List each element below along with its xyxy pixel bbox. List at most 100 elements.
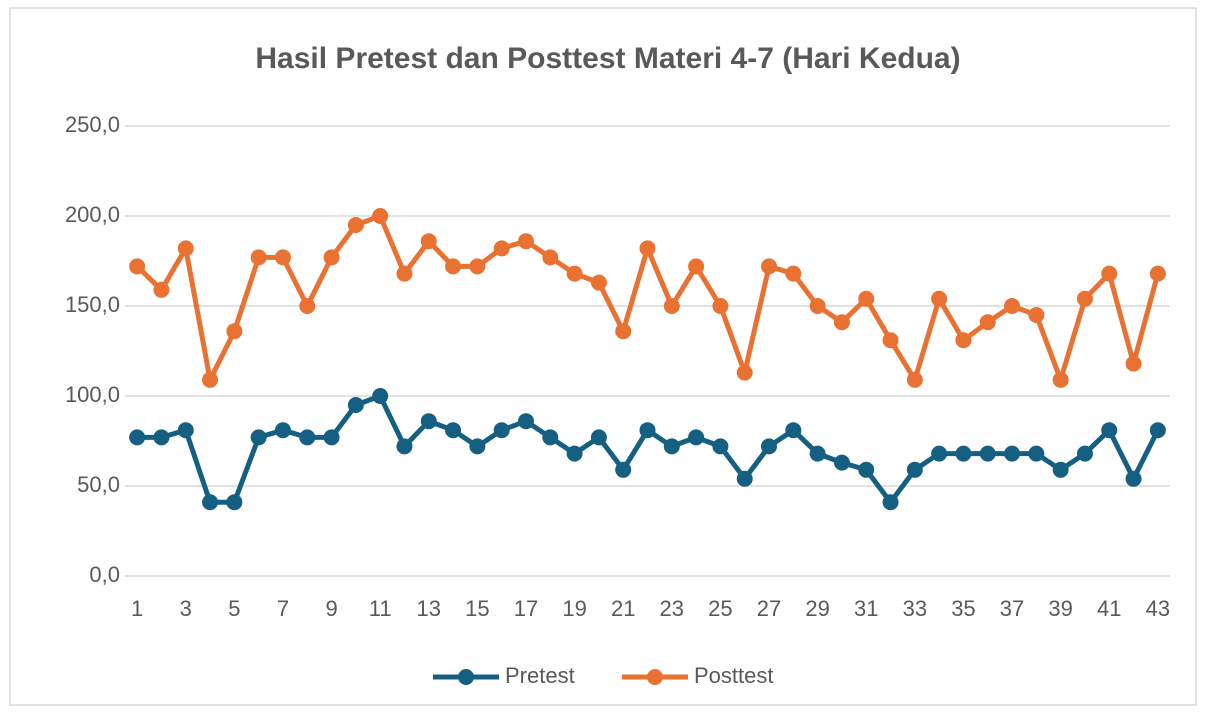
point	[1052, 371, 1069, 388]
x-tick-label: 23	[660, 596, 684, 621]
point	[858, 290, 875, 307]
x-tick-label: 13	[417, 596, 441, 621]
point	[615, 323, 632, 340]
point	[299, 298, 316, 314]
point	[1125, 470, 1142, 487]
point	[1052, 461, 1069, 478]
point	[931, 445, 948, 462]
point	[833, 454, 850, 471]
y-tick-label: 250,0	[65, 112, 120, 137]
x-tick-label: 25	[708, 596, 732, 621]
point	[129, 429, 146, 446]
point	[542, 429, 559, 446]
point	[274, 249, 291, 266]
point	[517, 233, 534, 250]
x-tick-label: 37	[1000, 596, 1024, 621]
point	[712, 438, 729, 455]
point	[761, 258, 778, 275]
x-tick-label: 3	[180, 596, 192, 621]
legend-label: Posttest	[694, 663, 773, 688]
point	[785, 422, 802, 439]
point	[226, 494, 243, 511]
x-tick-label: 41	[1097, 596, 1121, 621]
point	[347, 397, 364, 413]
y-tick-label: 100,0	[65, 382, 120, 407]
point	[566, 445, 583, 462]
point	[833, 314, 850, 331]
point	[590, 429, 607, 446]
point	[372, 208, 389, 224]
y-tick-label: 150,0	[65, 292, 120, 317]
point	[153, 281, 170, 298]
point	[347, 217, 364, 233]
point	[420, 233, 437, 250]
point	[129, 258, 146, 275]
point	[1149, 265, 1166, 282]
legend-marker	[458, 669, 474, 685]
x-tick-label: 17	[514, 596, 538, 621]
point	[590, 274, 607, 291]
point	[906, 461, 923, 478]
point	[955, 445, 972, 462]
point	[712, 298, 729, 314]
point	[396, 265, 413, 282]
point	[1101, 265, 1118, 282]
point	[809, 445, 826, 462]
point	[250, 249, 267, 266]
point	[469, 438, 486, 455]
x-tick-label: 11	[369, 596, 392, 621]
point	[809, 298, 826, 314]
x-tick-label: 5	[228, 596, 240, 621]
point	[566, 265, 583, 282]
point	[1028, 307, 1045, 323]
x-tick-label: 21	[611, 596, 635, 621]
point	[396, 438, 413, 455]
x-tick-label: 7	[277, 596, 289, 621]
point	[639, 240, 656, 257]
point	[323, 429, 340, 446]
x-tick-label: 43	[1146, 596, 1170, 621]
point	[493, 240, 510, 257]
point	[542, 249, 559, 266]
point	[177, 240, 194, 257]
point	[639, 422, 656, 439]
point	[274, 422, 291, 439]
point	[469, 258, 486, 275]
point	[177, 422, 194, 439]
point	[250, 429, 267, 446]
legend-label: Pretest	[505, 663, 575, 688]
point	[736, 364, 753, 381]
point	[688, 429, 705, 446]
point	[445, 422, 462, 439]
x-tick-label: 1	[131, 596, 143, 621]
point	[785, 265, 802, 282]
point	[663, 298, 680, 314]
point	[882, 332, 899, 349]
point	[979, 314, 996, 331]
point	[202, 371, 219, 388]
point	[202, 494, 219, 511]
point	[688, 258, 705, 275]
point	[736, 470, 753, 487]
point	[226, 323, 243, 340]
point	[858, 461, 875, 478]
x-tick-label: 33	[903, 596, 927, 621]
point	[1076, 290, 1093, 307]
x-tick-label: 29	[805, 596, 829, 621]
point	[1004, 298, 1021, 314]
y-tick-label: 50,0	[77, 472, 120, 497]
point	[1028, 445, 1045, 462]
point	[1149, 422, 1166, 439]
x-tick-label: 15	[465, 596, 489, 621]
point	[906, 371, 923, 388]
point	[955, 332, 972, 349]
point	[153, 429, 170, 446]
point	[420, 413, 437, 430]
point	[1076, 445, 1093, 462]
point	[517, 413, 534, 430]
point	[1101, 422, 1118, 439]
point	[1004, 445, 1021, 462]
point	[931, 290, 948, 307]
x-tick-label: 31	[854, 596, 878, 621]
